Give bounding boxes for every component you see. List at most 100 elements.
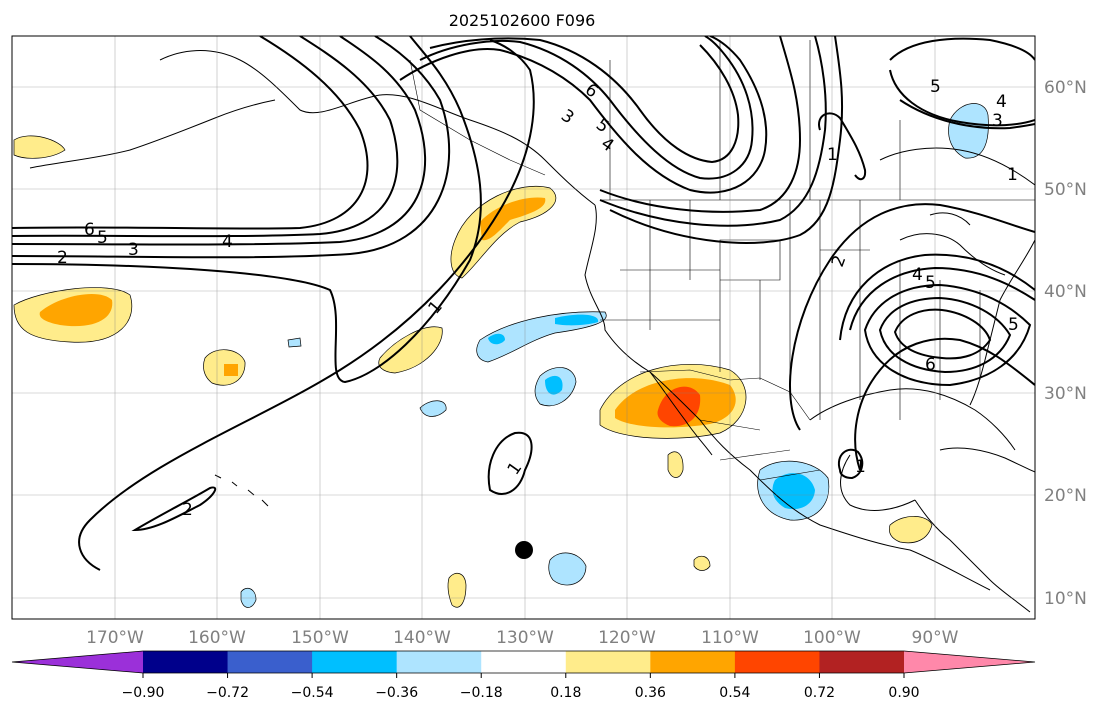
latitude-label: 10°N [1044, 589, 1087, 609]
colorbar-tick-label: 0.72 [804, 685, 835, 701]
shading-layer [13, 103, 989, 608]
colorbar-tick-label: 0.36 [635, 685, 666, 701]
latitude-label: 50°N [1044, 180, 1087, 200]
positive-anomaly-area [667, 451, 684, 478]
colorbar-tick-label: 0.90 [888, 685, 919, 701]
colorbar-segment [734, 651, 820, 673]
contour-line [889, 37, 1035, 127]
contour-line [12, 36, 482, 384]
us-state-lines [600, 200, 981, 420]
figure-title: 2025102600 F096 [449, 11, 596, 30]
north-america-west-coast [584, 204, 991, 591]
longitude-label: 170°W [86, 628, 144, 648]
colorbar-segment [819, 651, 905, 673]
positive-anomaly-area [39, 293, 113, 327]
contour-line [837, 448, 864, 480]
contour-label: 5 [925, 273, 936, 293]
contour-line [12, 36, 427, 246]
contour-label: 2 [57, 248, 68, 268]
coastline-layer [29, 50, 1035, 613]
negative-anomaly-area [948, 103, 989, 159]
gridlines [12, 36, 1035, 619]
great-lakes [899, 212, 1006, 276]
colorbar-segment [396, 651, 482, 673]
contour-line [78, 39, 535, 571]
negative-anomaly-area [555, 314, 599, 326]
contour-label: 3 [128, 240, 139, 260]
aleutian-chain [29, 99, 276, 169]
contour-line [131, 486, 217, 532]
negative-anomaly-area [545, 375, 563, 395]
contour-line [429, 37, 740, 164]
central-america [914, 499, 1031, 613]
hawaii-islands [214, 474, 269, 507]
longitude-label: 130°W [496, 628, 554, 648]
longitude-label: 90°W [912, 628, 959, 648]
positive-anomaly-area [693, 555, 711, 571]
contour-label: 6 [925, 355, 936, 375]
contour-label: 1 [1007, 165, 1018, 185]
positive-anomaly-area [888, 516, 933, 544]
contour-line [854, 337, 1035, 471]
positive-anomaly-area [13, 135, 66, 159]
border-layer [409, 40, 1035, 481]
contour-label: 2 [182, 500, 193, 520]
contour-line [863, 283, 1032, 387]
contour-line [599, 36, 802, 213]
contour-line [818, 112, 867, 181]
longitude-label: 140°W [393, 628, 451, 648]
negative-anomaly-area [419, 400, 447, 417]
longitude-axis: 170°W 160°W 150°W 140°W 130°W 120°W 110°… [86, 628, 959, 648]
colorbar-segment [565, 651, 651, 673]
latitude-label: 40°N [1044, 282, 1087, 302]
colorbar-segment [227, 651, 313, 673]
east-coast [969, 239, 1035, 406]
latitude-label: 20°N [1044, 486, 1087, 506]
contour-line [12, 36, 451, 259]
contour-line [12, 36, 399, 238]
negative-anomaly-area [488, 333, 505, 345]
colorbar-extend-max [904, 651, 1035, 673]
us-mexico-border [639, 369, 811, 421]
parallel-lines [12, 86, 1035, 599]
negative-anomaly-area [772, 473, 815, 510]
colorbar-tick-label: −0.54 [291, 685, 334, 701]
colorbar-tick-label: −0.36 [375, 685, 418, 701]
colorbar-tick-label: −0.90 [122, 685, 165, 701]
contour-label: 1 [855, 457, 866, 477]
latitude-label: 60°N [1044, 78, 1087, 98]
longitude-label: 100°W [803, 628, 861, 648]
longitude-label: 110°W [701, 628, 759, 648]
contour-line [419, 36, 754, 180]
negative-anomaly-area [287, 337, 302, 348]
canada-province-lines [609, 40, 901, 200]
contour-line [849, 266, 1035, 331]
colorbar-segment [650, 651, 736, 673]
contour-label: 5 [1008, 315, 1019, 335]
map-frame [11, 35, 1036, 620]
gulf-of-mexico-coast [809, 388, 1016, 511]
map-panel: 6 5 3 2 4 1 2 1 3 5 6 4 1 2 5 4 3 1 4 5 [11, 35, 1036, 620]
positive-anomaly-area [224, 364, 238, 376]
longitude-label: 150°W [291, 628, 349, 648]
colorbar-segment [312, 651, 398, 673]
colorbar-tick-label: −0.72 [206, 685, 249, 701]
contour-label: 3 [992, 111, 1003, 131]
contour-line [487, 431, 533, 495]
colorbar-tick-label: −0.18 [460, 685, 503, 701]
contour-line [789, 203, 1035, 431]
longitude-label: 160°W [188, 628, 246, 648]
contour-line [599, 36, 827, 227]
location-marker [515, 541, 533, 559]
contour-line [899, 99, 1035, 130]
contour-line [839, 253, 1035, 341]
colorbar-tick-label: 0.18 [550, 685, 581, 701]
positive-anomaly-area [378, 326, 443, 374]
colorbar-segment [481, 651, 567, 673]
colorbar-extend-min [12, 651, 143, 673]
contour-label: 4 [912, 265, 923, 285]
contour-line [893, 308, 992, 360]
contour-label: 5 [97, 228, 108, 248]
longitude-label: 120°W [598, 628, 656, 648]
